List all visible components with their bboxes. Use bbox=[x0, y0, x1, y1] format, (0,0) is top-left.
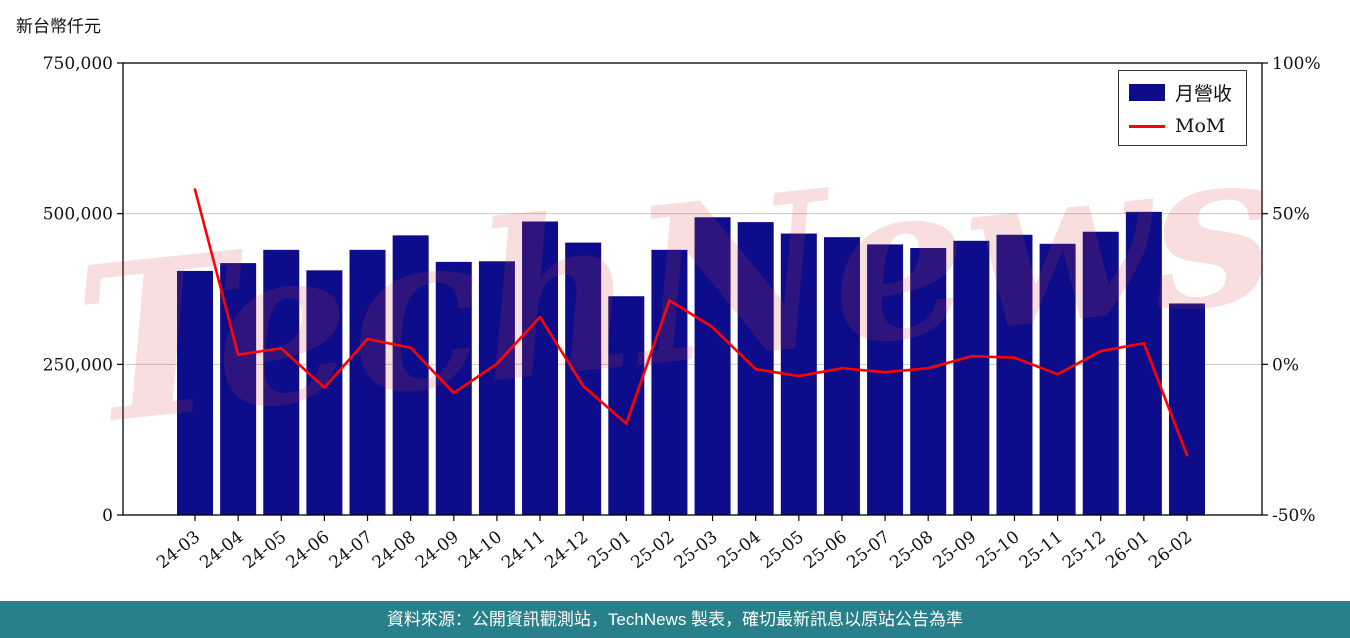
svg-text:24-12: 24-12 bbox=[541, 527, 592, 573]
svg-text:24-04: 24-04 bbox=[196, 527, 247, 573]
svg-text:25-04: 25-04 bbox=[714, 527, 765, 573]
svg-text:750,000: 750,000 bbox=[43, 54, 113, 74]
svg-text:100%: 100% bbox=[1272, 54, 1321, 74]
svg-text:26-02: 26-02 bbox=[1145, 527, 1196, 573]
svg-text:24-08: 24-08 bbox=[369, 527, 420, 573]
svg-text:25-08: 25-08 bbox=[886, 527, 937, 573]
svg-text:25-07: 25-07 bbox=[843, 527, 894, 573]
svg-text:0%: 0% bbox=[1272, 355, 1299, 375]
svg-text:250,000: 250,000 bbox=[43, 355, 113, 375]
svg-text:24-07: 24-07 bbox=[326, 527, 377, 573]
revenue-bar-swatch bbox=[1128, 84, 1165, 101]
mom-line-swatch bbox=[1128, 124, 1165, 128]
legend-label-mom: MoM bbox=[1174, 115, 1226, 137]
source-footer: 資料來源：公開資訊觀測站，TechNews 製表，確切最新訊息以原站公告為準 bbox=[0, 601, 1350, 638]
legend-item-mom: MoM bbox=[1128, 115, 1232, 137]
legend-item-revenue: 月營收 bbox=[1128, 79, 1232, 106]
svg-text:25-02: 25-02 bbox=[628, 527, 679, 573]
svg-text:25-03: 25-03 bbox=[671, 527, 722, 573]
legend-label-revenue: 月營收 bbox=[1174, 83, 1232, 105]
svg-text:24-11: 24-11 bbox=[498, 527, 549, 573]
svg-text:500,000: 500,000 bbox=[43, 205, 113, 225]
svg-text:25-06: 25-06 bbox=[800, 527, 851, 573]
svg-text:0: 0 bbox=[102, 506, 113, 526]
svg-text:25-05: 25-05 bbox=[757, 527, 808, 573]
source-text: 資料來源：公開資訊觀測站，TechNews 製表，確切最新訊息以原站公告為準 bbox=[386, 610, 964, 629]
svg-text:25-10: 25-10 bbox=[973, 527, 1024, 573]
svg-text:26-01: 26-01 bbox=[1102, 527, 1153, 573]
revenue-mom-chart-canvas: 750,000 500,000 250,000 0 100% 50% 0% -50% 24-03… bbox=[43, 54, 1321, 573]
svg-text:24-09: 24-09 bbox=[412, 527, 463, 573]
svg-text:24-05: 24-05 bbox=[239, 527, 290, 573]
svg-text:-50%: -50% bbox=[1272, 506, 1316, 526]
svg-text:24-06: 24-06 bbox=[283, 527, 334, 573]
svg-text:25-01: 25-01 bbox=[584, 527, 635, 573]
chart-legend: 月營收 MoM bbox=[1117, 70, 1247, 146]
svg-text:24-03: 24-03 bbox=[153, 527, 204, 573]
svg-text:50%: 50% bbox=[1272, 205, 1310, 225]
svg-text:25-11: 25-11 bbox=[1016, 527, 1067, 573]
svg-text:25-12: 25-12 bbox=[1059, 527, 1110, 573]
y-axis-unit-label: 新台幣仟元 bbox=[16, 17, 101, 37]
svg-text:24-10: 24-10 bbox=[455, 527, 506, 573]
svg-text:25-09: 25-09 bbox=[929, 527, 980, 573]
